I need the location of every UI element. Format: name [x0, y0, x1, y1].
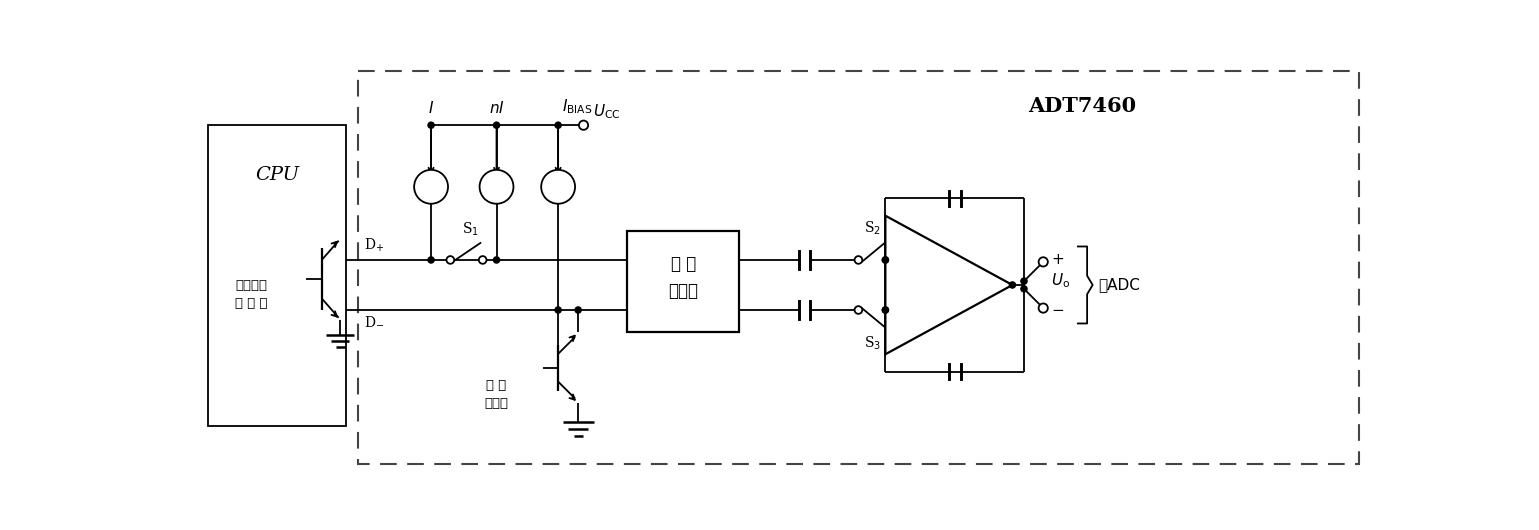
Circle shape	[428, 122, 434, 128]
Text: $I$: $I$	[428, 100, 434, 116]
Circle shape	[579, 121, 588, 130]
Circle shape	[494, 122, 500, 128]
Circle shape	[480, 170, 514, 204]
Circle shape	[882, 307, 888, 313]
Text: $U_{\mathrm{CC}}$: $U_{\mathrm{CC}}$	[593, 103, 620, 121]
Circle shape	[542, 170, 576, 204]
Circle shape	[414, 170, 448, 204]
Circle shape	[556, 122, 562, 128]
Text: $I_{\mathrm{BIAS}}$: $I_{\mathrm{BIAS}}$	[562, 98, 593, 116]
Text: S$_{2}$: S$_{2}$	[863, 219, 880, 237]
Circle shape	[1039, 304, 1048, 313]
Text: 去ADC: 去ADC	[1099, 278, 1140, 293]
Circle shape	[1010, 282, 1016, 288]
Circle shape	[1020, 286, 1027, 292]
Circle shape	[1039, 257, 1048, 267]
Circle shape	[854, 306, 862, 314]
Circle shape	[556, 307, 562, 313]
Circle shape	[882, 257, 888, 263]
Circle shape	[479, 256, 486, 264]
Bar	[628, 232, 739, 332]
Text: 远程温度
传 感 器: 远程温度 传 感 器	[235, 279, 268, 310]
Circle shape	[428, 257, 434, 263]
Text: ADT7460: ADT7460	[1028, 96, 1136, 116]
Text: $U_{\mathrm{o}}$: $U_{\mathrm{o}}$	[1051, 272, 1070, 290]
Circle shape	[446, 256, 454, 264]
Circle shape	[854, 256, 862, 264]
Circle shape	[882, 257, 888, 263]
Bar	[359, 72, 1359, 464]
Text: D$_{-}$: D$_{-}$	[365, 314, 385, 328]
Text: +: +	[1051, 252, 1063, 267]
Text: A: A	[926, 280, 940, 298]
Text: D$_{+}$: D$_{+}$	[365, 236, 385, 254]
Circle shape	[1020, 278, 1027, 284]
Bar	[208, 125, 346, 426]
Text: 低 通
滤波器: 低 通 滤波器	[668, 255, 699, 300]
Circle shape	[494, 257, 500, 263]
Text: −: −	[1051, 303, 1063, 318]
Text: 偏 置
二极管: 偏 置 二极管	[485, 379, 508, 410]
Circle shape	[576, 307, 582, 313]
Text: S$_{1}$: S$_{1}$	[462, 221, 479, 238]
Polygon shape	[885, 216, 1013, 354]
Text: CPU: CPU	[255, 166, 299, 184]
Circle shape	[882, 307, 888, 313]
Text: $nI$: $nI$	[489, 100, 505, 116]
Text: S$_{3}$: S$_{3}$	[863, 334, 880, 352]
